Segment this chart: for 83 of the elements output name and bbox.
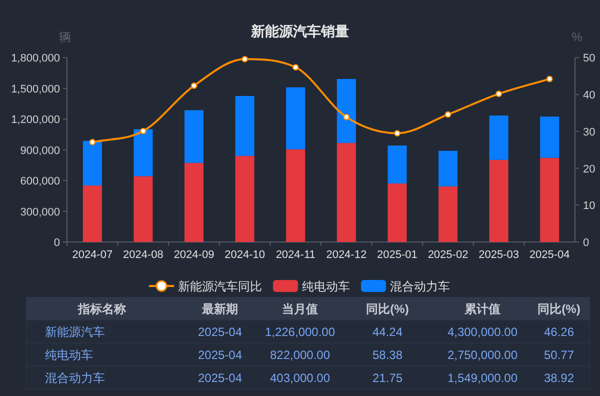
bar: [388, 183, 407, 242]
y2-axis-title: %: [572, 30, 583, 44]
point: [343, 114, 350, 120]
point: [89, 138, 96, 146]
text: 44.24: [372, 325, 403, 339]
y2-tick-label: 10: [583, 200, 596, 212]
bar: [286, 149, 306, 242]
bar: [184, 110, 204, 163]
text: 同比(%): [538, 302, 580, 316]
bar: [489, 116, 508, 160]
bar: [235, 96, 254, 156]
text: 当月值: [282, 302, 318, 316]
text: 2025-04: [198, 371, 242, 385]
y-tick-label: 300,000: [20, 206, 60, 218]
point: [190, 82, 198, 89]
point: [242, 56, 248, 62]
text: 2025-04: [198, 325, 242, 339]
bar: [184, 162, 204, 242]
y2-tick-label: 40: [583, 90, 596, 102]
point: [292, 64, 299, 70]
point: [496, 90, 502, 98]
text: 同比(%): [366, 302, 409, 316]
x-tick-label: 2024-07: [72, 249, 113, 261]
y2-tick-label: 0: [583, 237, 590, 249]
y2-tick-label: 50: [583, 52, 596, 65]
text: 最新期: [201, 302, 238, 316]
x-tick-label: 2025-02: [428, 249, 468, 261]
text: 50.77: [544, 348, 574, 362]
point: [394, 130, 400, 136]
x-tick-label: 2024-08: [123, 249, 164, 261]
point: [546, 76, 553, 82]
text: 2,750,000.00: [447, 348, 518, 362]
x-tick-label: 2024-12: [326, 249, 367, 261]
bar: [235, 156, 254, 242]
y-tick-label: 1,800,000: [11, 52, 60, 65]
text: 403,000.00: [270, 371, 330, 385]
bar: [82, 185, 102, 242]
text: 46.26: [544, 325, 574, 339]
text: 58.38: [372, 348, 403, 362]
bar: [388, 146, 407, 184]
text: 纯电动车: [45, 348, 93, 362]
text: 1,549,000.00: [447, 371, 518, 385]
text: 21.75: [372, 371, 403, 385]
bar: [336, 142, 356, 242]
point: [140, 128, 146, 134]
bar: [540, 158, 560, 242]
chart-title: 新能源汽车销量: [250, 23, 349, 39]
bar: [82, 140, 102, 186]
bar: [540, 116, 560, 158]
bar: [489, 160, 508, 242]
text: 822,000.00: [270, 348, 330, 362]
y-tick-label: 0: [54, 237, 60, 249]
bar: [438, 186, 458, 242]
x-tick-label: 2025-03: [478, 249, 519, 261]
bar: [336, 78, 356, 143]
legend-label: 纯电动车: [302, 280, 350, 294]
text: 混合动力车: [45, 371, 105, 385]
bar: [134, 176, 153, 242]
text: 指标名称: [77, 302, 127, 316]
y-tick-label: 1,200,000: [11, 114, 60, 126]
x-tick-label: 2025-01: [377, 249, 418, 261]
y-tick-label: 1,500,000: [11, 83, 60, 96]
y2-tick-label: 20: [583, 163, 596, 176]
y-axis-title: 辆: [59, 30, 71, 44]
point: [444, 111, 452, 118]
text: 38.92: [544, 371, 574, 385]
x-tick-label: 2024-11: [276, 249, 316, 261]
x-tick-label: 2024-09: [174, 249, 214, 261]
y-tick-label: 900,000: [20, 144, 60, 157]
x-tick-label: 2025-04: [529, 249, 570, 261]
text: 累计值: [464, 302, 500, 316]
text: 新能源汽车: [45, 325, 105, 339]
bar: [134, 129, 153, 176]
bar: [438, 150, 458, 186]
legend-label: 混合动力车: [390, 280, 450, 294]
text: 4,300,000.00: [447, 325, 518, 339]
text: 1,226,000.00: [264, 325, 336, 339]
legend-label: 新能源汽车同比: [178, 280, 262, 294]
bar: [286, 87, 306, 150]
y2-tick-label: 30: [583, 126, 596, 138]
x-tick-label: 2024-10: [224, 249, 265, 261]
y-tick-label: 600,000: [20, 176, 60, 188]
text: 2025-04: [198, 348, 242, 362]
